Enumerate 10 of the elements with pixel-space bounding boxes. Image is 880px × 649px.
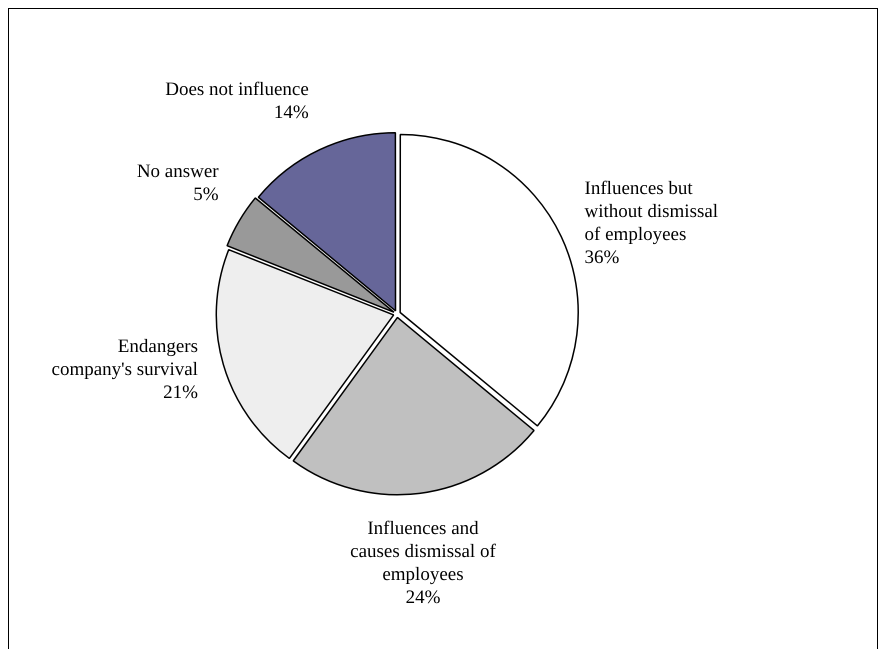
slice-label: Endangers company's survival bbox=[52, 336, 198, 380]
slice-label: Does not influence bbox=[165, 78, 309, 100]
data-label: 36% bbox=[584, 247, 620, 268]
data-label: 14% bbox=[274, 102, 309, 123]
slice-label: Influences but without dismissal of employees bbox=[584, 178, 718, 246]
data-label: 21% bbox=[163, 382, 198, 403]
slice-label: Influences and causes dismissal of employees bbox=[350, 518, 496, 586]
data-label: 24% bbox=[406, 587, 441, 608]
slice-label: No answer bbox=[136, 160, 220, 182]
data-label: 5% bbox=[193, 184, 219, 205]
